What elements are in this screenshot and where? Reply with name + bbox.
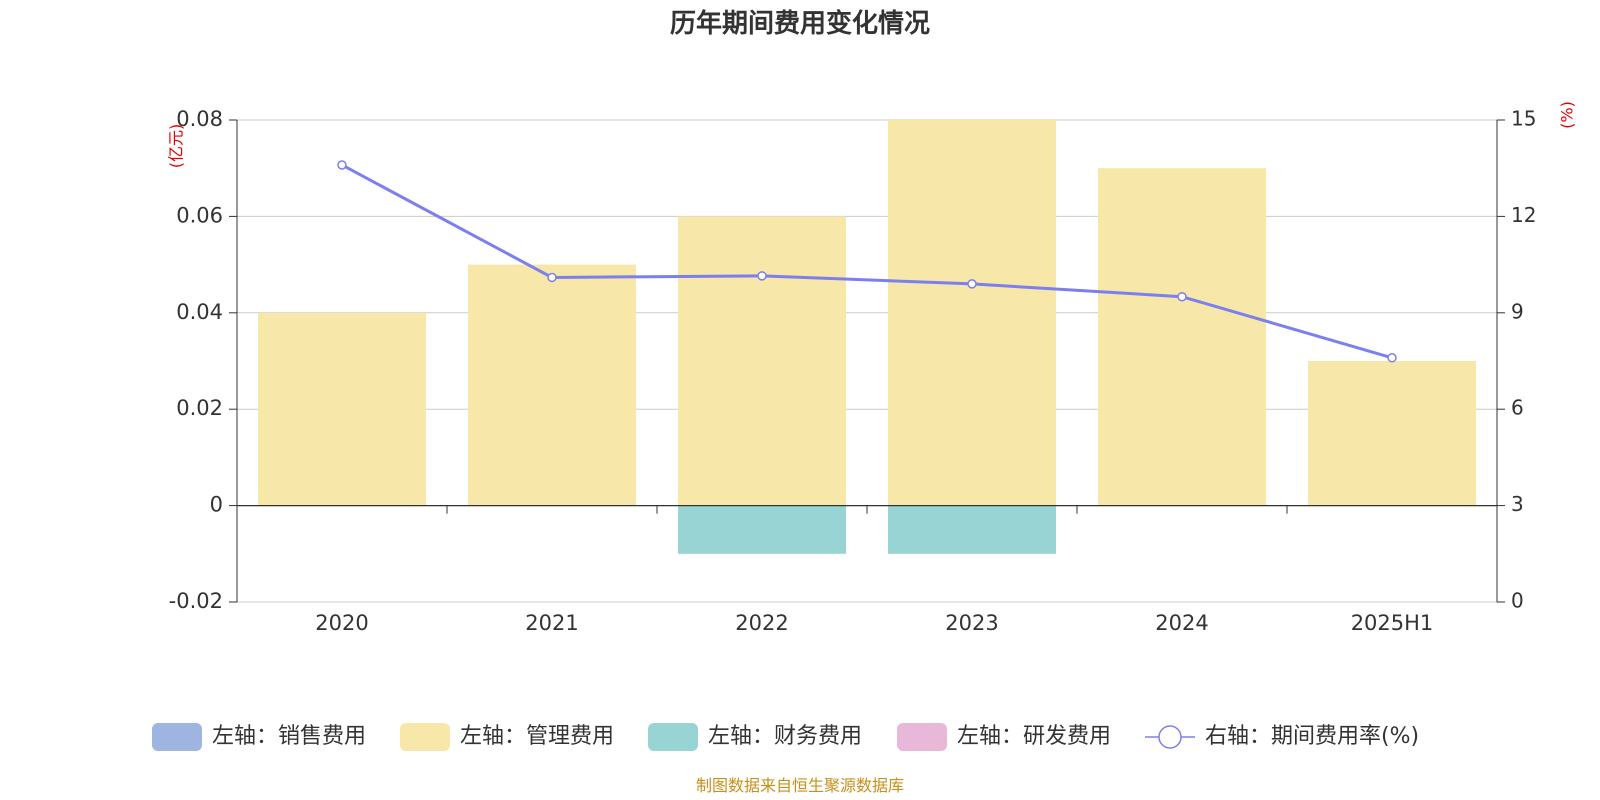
left-axis-unit: (亿元) — [167, 124, 186, 169]
bar — [888, 505, 1056, 554]
bar — [888, 120, 1056, 506]
x-tick-label: 2023 — [945, 611, 998, 635]
left-tick-label: 0.06 — [176, 203, 223, 227]
right-tick-label: 9 — [1511, 299, 1524, 323]
bar — [1308, 361, 1476, 506]
legend-marker — [1158, 725, 1182, 749]
right-axis-unit: (%) — [1558, 101, 1577, 129]
legend: 左轴：销售费用 左轴：管理费用 左轴：财务费用 左轴：研发费用 右轴：期间费用率(%) — [152, 723, 1419, 751]
legend-swatch — [897, 723, 947, 751]
left-tick-label: 0.04 — [176, 300, 223, 324]
bar — [258, 312, 426, 506]
rate-point — [1177, 291, 1187, 302]
x-tick-label: 2020 — [315, 611, 368, 635]
x-tick-label: 2024 — [1155, 611, 1208, 635]
rate-point — [967, 279, 977, 289]
rate-line-path — [341, 163, 1393, 360]
x-tick-label: 2022 — [735, 611, 788, 635]
legend-swatch — [400, 723, 450, 751]
right-tick-label: 12 — [1511, 203, 1536, 227]
rate-point — [547, 272, 557, 283]
rate-point — [757, 271, 767, 281]
right-tick-label: 0 — [1511, 589, 1524, 613]
bar — [678, 216, 846, 506]
legend-swatch — [648, 723, 698, 751]
rate-point — [337, 160, 347, 170]
right-tick-label: 6 — [1511, 396, 1524, 420]
legend-label: 左轴：研发费用 — [957, 724, 1111, 749]
rate-point — [1387, 353, 1397, 363]
legend-label: 左轴：管理费用 — [460, 724, 614, 749]
legend-label: 左轴：财务费用 — [708, 724, 862, 749]
right-tick-label: 3 — [1511, 492, 1524, 516]
left-tick-label: 0.08 — [176, 107, 223, 131]
source-note: 制图数据来自恒生聚源数据库 — [696, 776, 904, 795]
bar — [678, 505, 846, 554]
bar — [468, 264, 636, 506]
x-tick-label: 2025H1 — [1351, 611, 1434, 635]
legend-label: 右轴：期间费用率(%) — [1205, 724, 1419, 749]
x-tick-label: 2021 — [525, 611, 578, 635]
bars — [258, 120, 1476, 554]
right-tick-label: 15 — [1511, 107, 1536, 131]
left-tick-label: -0.02 — [169, 589, 223, 613]
rate-line — [337, 160, 1397, 363]
legend-swatch — [152, 723, 202, 751]
left-tick-label: 0.02 — [176, 396, 223, 420]
left-tick-label: 0 — [210, 493, 223, 517]
chart-title: 历年期间费用变化情况 — [670, 8, 930, 39]
axes: -0.02 0 0.02 0.04 0.06 0.08 0 3 6 9 12 15 2020 2021 20… — [169, 107, 1537, 636]
legend-label: 左轴：销售费用 — [212, 724, 366, 749]
bar — [1098, 168, 1266, 506]
